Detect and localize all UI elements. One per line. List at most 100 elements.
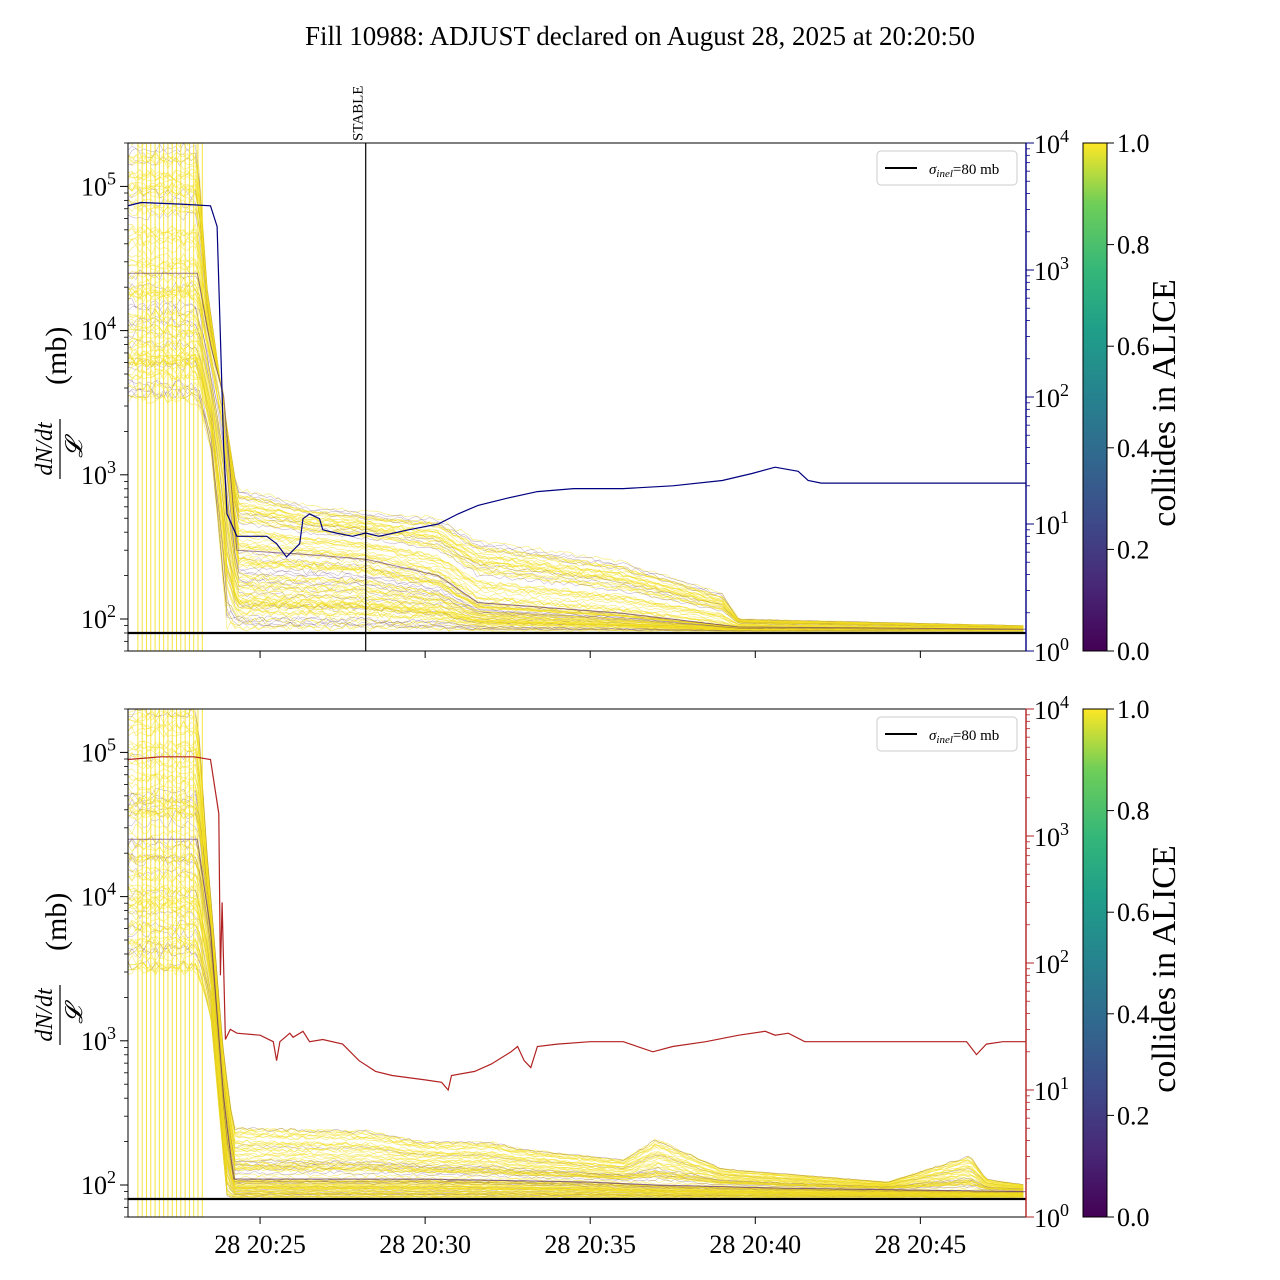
colorbar-label: collides in ALICE — [1146, 279, 1183, 526]
bunch-trace — [128, 340, 1024, 631]
bunch-trace — [128, 810, 1024, 1191]
bunch-trace — [128, 357, 1024, 632]
right-tick-label-exp: 4 — [1060, 126, 1069, 146]
bunch-trace — [128, 839, 1024, 1193]
colorbar: 0.0 0.2 0.4 0.6 0.8 1.0 collides in ALICE — [1082, 129, 1183, 666]
bunch-trace — [128, 797, 1024, 1190]
y-tick-label: 105 — [81, 168, 116, 201]
y-axis-label: dN/dt 𝓛 (mb) — [32, 893, 88, 1045]
x-tick-label: 28 20:40 — [709, 1230, 801, 1259]
right-tick-label-exp: 1 — [1060, 507, 1069, 527]
bunch-median-trace — [128, 272, 1026, 630]
legend: σinel=80 mb — [876, 150, 1018, 186]
y-tick-label-exp: 2 — [107, 601, 116, 621]
right-tick-label-base: 10 — [1034, 384, 1060, 413]
x-tick-label: 28 20:30 — [379, 1230, 471, 1259]
bunch-trace — [128, 350, 1024, 631]
bunch-trace — [128, 305, 1024, 631]
bunch-trace — [128, 719, 1024, 1186]
bunch-trace — [128, 329, 1024, 631]
bunch-trace — [128, 713, 1024, 1186]
bunch-trace — [128, 909, 1024, 1196]
bunch-trace — [128, 285, 1024, 630]
right-axis-series — [128, 201, 1026, 558]
plot-area-bottom — [128, 709, 1026, 1217]
bunch-trace — [128, 357, 1024, 632]
bunch-trace — [128, 748, 1024, 1188]
y-tick-label: 102 — [81, 1167, 116, 1200]
bunch-trace — [128, 339, 1024, 631]
bunch-trace — [128, 281, 1024, 630]
bunch-trace — [128, 197, 1024, 628]
bunch-trace — [128, 771, 1024, 1189]
bunch-trace — [128, 807, 1024, 1191]
y-label-numerator: dN/dt — [32, 987, 58, 1042]
y-tick-label-base: 10 — [81, 738, 107, 767]
right-tick-label-exp: 2 — [1060, 946, 1069, 966]
bunch-trace — [128, 711, 1024, 1186]
plot-area-top — [128, 143, 1026, 651]
bunch-trace — [128, 795, 1024, 1190]
bunch-trace — [128, 236, 1024, 629]
legend-sub: inel — [936, 168, 953, 180]
bunch-trace — [128, 302, 1024, 631]
y-tick-label: 104 — [81, 313, 116, 346]
y-tick-label-base: 10 — [81, 461, 107, 490]
bunch-trace — [128, 317, 1024, 631]
y-tick-label-base: 10 — [81, 317, 107, 346]
legend: σinel=80 mb — [876, 716, 1018, 752]
bunch-trace — [128, 722, 1024, 1186]
bunch-trace — [128, 152, 1024, 627]
bunch-trace — [128, 709, 1024, 1186]
bunch-trace — [128, 768, 1024, 1189]
bunch-trace — [128, 244, 1024, 629]
bunch-trace — [128, 283, 1024, 630]
bunch-trace — [128, 338, 1024, 631]
right-tick-label: 100 — [1034, 634, 1069, 667]
y-label-unit: (mb) — [40, 893, 73, 951]
bunch-trace — [128, 852, 1024, 1193]
legend-rest: =80 mb — [953, 728, 999, 744]
right-tick-label: 104 — [1034, 126, 1069, 159]
bunch-trace — [128, 760, 1024, 1188]
colorbar-tick-label: 1.0 — [1117, 129, 1150, 158]
y-axis-label: dN/dt 𝓛 (mb) — [32, 327, 88, 479]
y-tick-label-base: 10 — [81, 172, 107, 201]
legend-sigma: σ — [929, 728, 937, 744]
bunch-trace — [128, 853, 1024, 1193]
x-tick-label: 28 20:25 — [214, 1230, 306, 1259]
bunch-trace — [128, 328, 1024, 631]
y-tick-label-exp: 3 — [107, 1023, 116, 1043]
legend-rest: =80 mb — [953, 162, 999, 178]
bunch-trace — [128, 809, 1024, 1191]
bunch-trace — [128, 726, 1024, 1187]
bunch-trace — [128, 900, 1024, 1195]
right-tick-label: 101 — [1034, 1073, 1069, 1106]
bunch-trace — [128, 835, 1024, 1192]
y-tick-label-base: 10 — [81, 1027, 107, 1056]
y-tick-label-base: 10 — [81, 883, 107, 912]
bunch-trace — [128, 354, 1024, 632]
bunch-trace — [128, 897, 1024, 1195]
bunch-trace — [128, 357, 1024, 632]
right-tick-label-exp: 3 — [1060, 253, 1069, 273]
colorbar-tick-label: 0.0 — [1117, 1203, 1150, 1232]
bunch-trace — [128, 885, 1024, 1195]
bunch-trace — [128, 883, 1024, 1195]
x-tick-label: 28 20:45 — [874, 1230, 966, 1259]
colorbar-tick-label: 0.2 — [1117, 535, 1150, 564]
bunch-trace — [128, 910, 1024, 1196]
bunch-trace — [128, 962, 1024, 1198]
bunch-trace — [128, 349, 1024, 631]
right-tick-label: 101 — [1034, 507, 1069, 540]
x-tick-label: 28 20:35 — [544, 1230, 636, 1259]
right-tick-label-exp: 3 — [1060, 819, 1069, 839]
chart-title: Fill 10988: ADJUST declared on August 28… — [305, 21, 975, 51]
bunch-trace — [128, 317, 1024, 631]
colorbar-tick-label: 0.8 — [1117, 231, 1150, 260]
bunch-trace — [128, 938, 1024, 1197]
y-tick-label-exp: 2 — [107, 1167, 116, 1187]
legend-sub: inel — [936, 734, 953, 746]
bunch-trace — [128, 322, 1024, 631]
y-tick-label-base: 10 — [81, 605, 107, 634]
